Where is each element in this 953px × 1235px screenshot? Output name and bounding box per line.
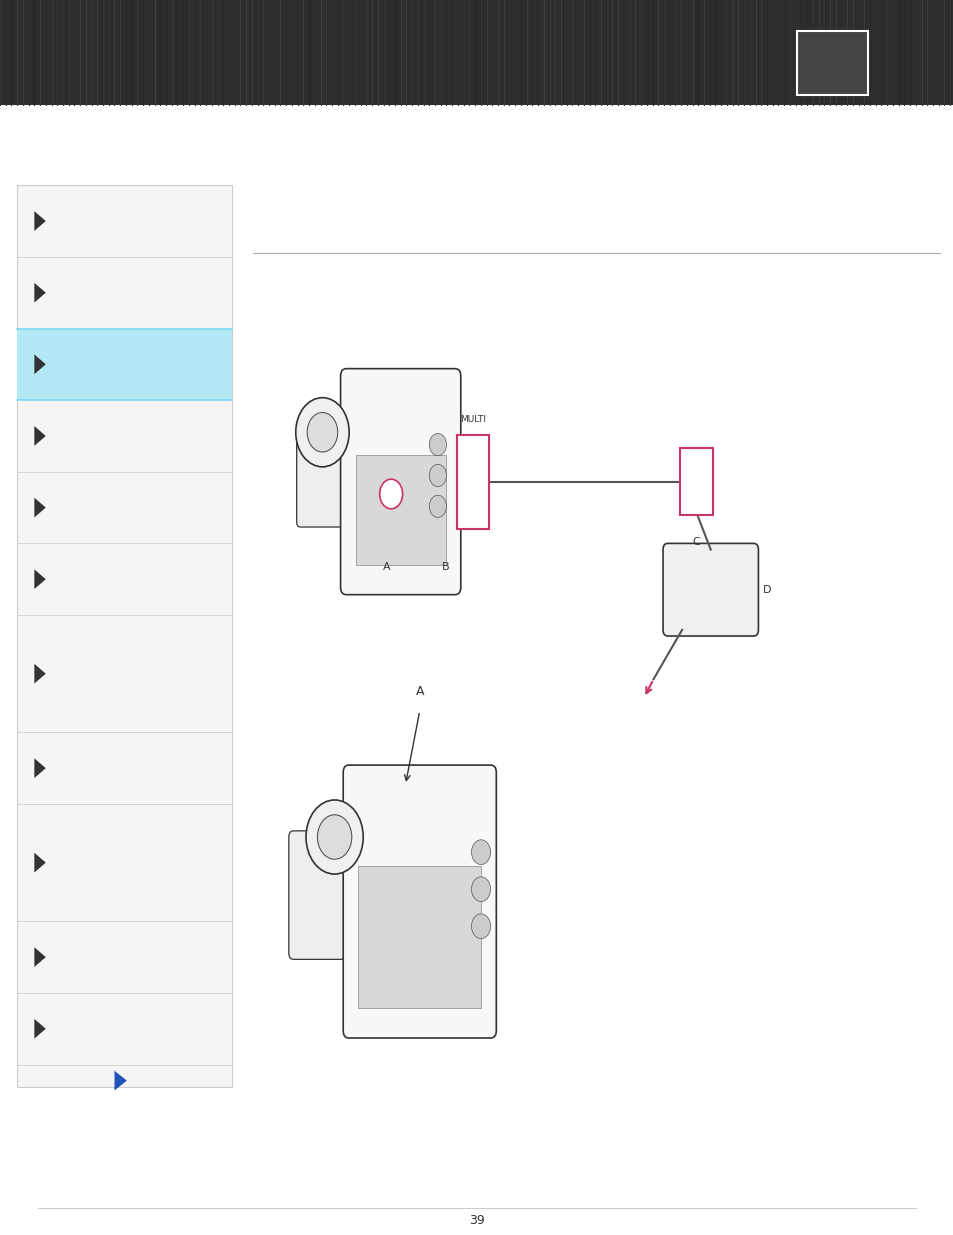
- FancyBboxPatch shape: [340, 369, 460, 595]
- Circle shape: [307, 412, 337, 452]
- Polygon shape: [34, 569, 46, 589]
- FancyBboxPatch shape: [343, 764, 496, 1037]
- Text: D: D: [762, 584, 771, 595]
- FancyBboxPatch shape: [358, 867, 480, 1008]
- Circle shape: [317, 815, 352, 860]
- FancyBboxPatch shape: [0, 0, 953, 105]
- FancyBboxPatch shape: [296, 422, 347, 527]
- Text: C: C: [692, 537, 700, 547]
- Text: MULTI: MULTI: [459, 415, 486, 424]
- Polygon shape: [34, 426, 46, 446]
- Text: 39: 39: [469, 1214, 484, 1226]
- Circle shape: [379, 479, 402, 509]
- FancyBboxPatch shape: [355, 456, 445, 566]
- Polygon shape: [34, 354, 46, 374]
- Circle shape: [429, 464, 446, 487]
- FancyBboxPatch shape: [17, 329, 232, 400]
- Polygon shape: [114, 1071, 127, 1091]
- Text: B: B: [441, 562, 449, 572]
- Polygon shape: [34, 498, 46, 517]
- FancyBboxPatch shape: [289, 831, 346, 960]
- Polygon shape: [34, 758, 46, 778]
- Circle shape: [429, 433, 446, 456]
- Polygon shape: [34, 283, 46, 303]
- FancyBboxPatch shape: [662, 543, 758, 636]
- Polygon shape: [34, 211, 46, 231]
- Circle shape: [471, 840, 490, 864]
- Circle shape: [471, 877, 490, 902]
- FancyBboxPatch shape: [17, 185, 232, 1087]
- Text: A: A: [382, 562, 390, 572]
- FancyBboxPatch shape: [456, 435, 489, 529]
- Circle shape: [429, 495, 446, 517]
- Polygon shape: [34, 1019, 46, 1039]
- Circle shape: [306, 800, 363, 874]
- Polygon shape: [34, 664, 46, 684]
- Polygon shape: [34, 947, 46, 967]
- FancyBboxPatch shape: [796, 31, 867, 95]
- Polygon shape: [34, 853, 46, 873]
- FancyBboxPatch shape: [679, 448, 712, 515]
- Circle shape: [471, 914, 490, 939]
- Circle shape: [295, 398, 349, 467]
- Text: A: A: [416, 685, 423, 698]
